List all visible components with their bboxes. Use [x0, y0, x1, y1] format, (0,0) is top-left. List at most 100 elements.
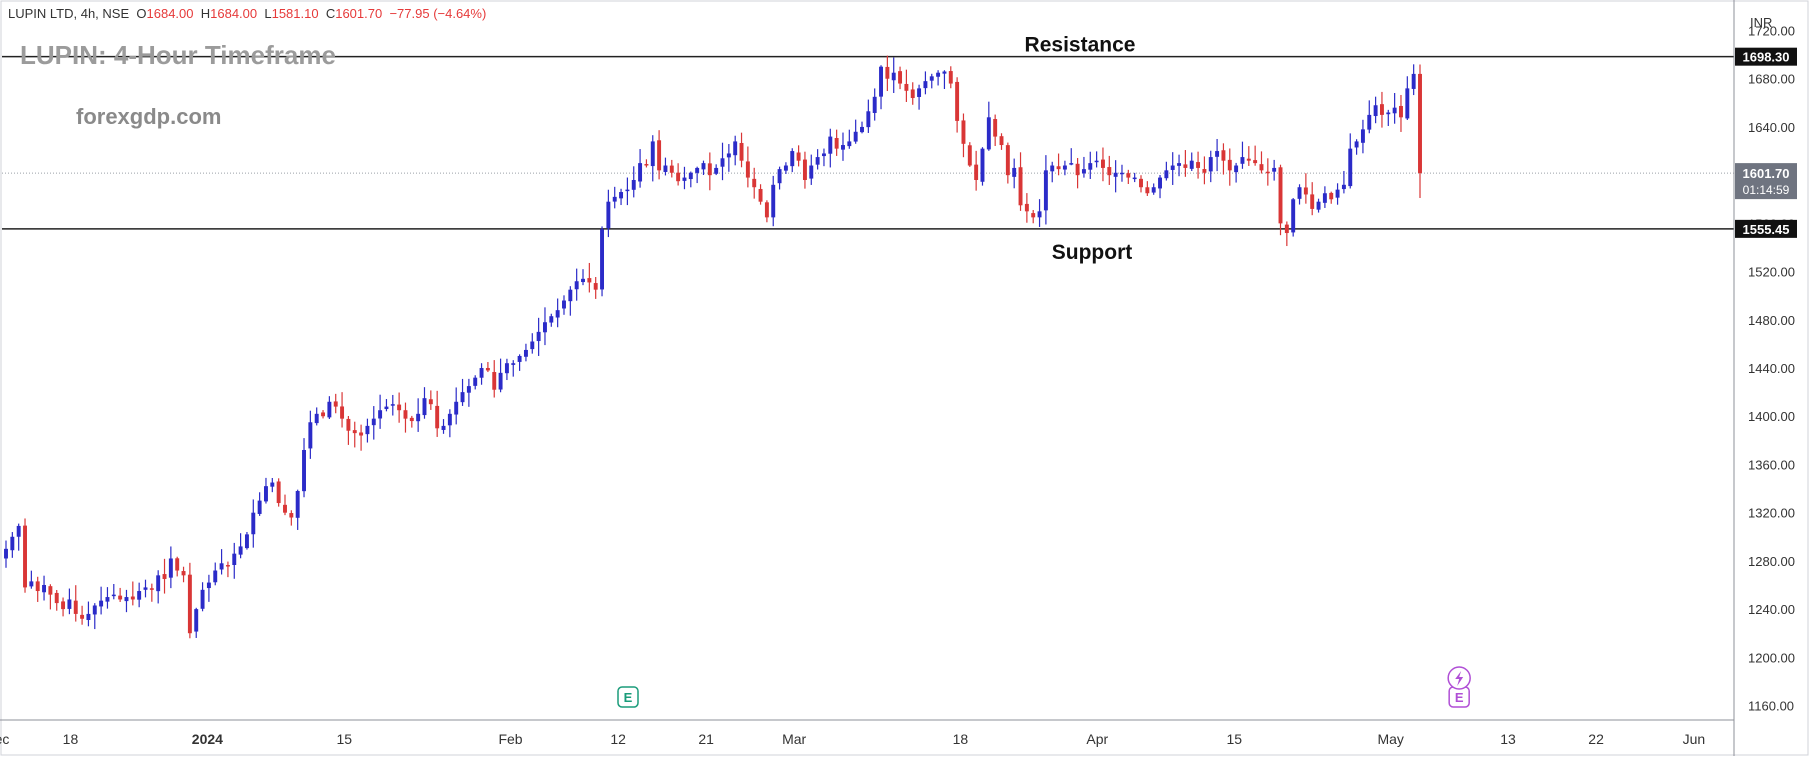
candle	[1018, 152, 1023, 211]
earnings-marker[interactable]: E	[617, 686, 639, 708]
candle	[276, 478, 281, 507]
candle	[168, 546, 173, 589]
candle	[162, 558, 167, 594]
candle-body	[244, 534, 249, 549]
candle-body	[581, 278, 585, 283]
candle-body	[232, 553, 237, 565]
y-tick-label: 1200.00	[1748, 650, 1795, 665]
candle-body	[111, 594, 116, 597]
candle-body	[720, 158, 725, 167]
candle	[156, 570, 161, 604]
candle	[986, 101, 991, 151]
candle	[435, 390, 440, 437]
candle-body	[213, 570, 218, 583]
candle	[10, 532, 15, 558]
candle-body	[929, 76, 934, 81]
candle	[460, 378, 465, 406]
candle	[707, 152, 712, 191]
candle	[1373, 96, 1378, 124]
candle	[124, 589, 129, 613]
candle-body	[504, 363, 509, 374]
candle	[283, 494, 287, 516]
candle-body	[802, 159, 807, 180]
candle	[232, 542, 237, 579]
candle	[16, 523, 21, 551]
candle	[1120, 164, 1124, 182]
candle-body	[327, 401, 332, 418]
candle-body	[948, 71, 953, 84]
candle	[885, 55, 890, 92]
candle-body	[1043, 170, 1048, 211]
candle	[1411, 64, 1416, 96]
candle-body	[967, 145, 972, 166]
candle-body	[1107, 167, 1112, 176]
candle-body	[669, 165, 674, 173]
candle-body	[688, 172, 693, 180]
earnings-marker[interactable]: E	[1448, 686, 1470, 708]
x-tick-label: 2024	[192, 731, 223, 747]
candle	[1367, 100, 1372, 134]
candle-body	[1234, 165, 1239, 173]
candle	[853, 119, 858, 144]
candle	[669, 159, 674, 178]
candle	[777, 166, 782, 190]
candle-body	[891, 72, 896, 81]
candle-body	[606, 201, 611, 229]
candle-body	[1170, 165, 1175, 170]
candle-body	[1126, 173, 1131, 178]
candle-body	[1399, 105, 1403, 118]
candle-body	[1316, 201, 1321, 210]
candle	[1354, 139, 1359, 155]
candle	[130, 581, 135, 606]
candle	[295, 489, 300, 530]
candle	[1126, 169, 1131, 184]
candle	[416, 398, 421, 432]
candle	[1303, 173, 1308, 204]
candle	[504, 358, 509, 381]
candle	[397, 392, 402, 423]
candle-body	[1360, 129, 1365, 143]
candle-body	[1310, 194, 1315, 209]
candle	[111, 583, 116, 600]
y-tick-label: 1520.00	[1748, 265, 1795, 280]
candle	[828, 128, 833, 168]
candle-body	[1265, 171, 1270, 174]
candle-body	[828, 136, 833, 154]
candle	[543, 307, 547, 346]
candle	[917, 84, 922, 110]
candle	[555, 298, 560, 328]
candle	[1240, 141, 1245, 169]
candle	[619, 188, 624, 206]
candle-body	[321, 412, 326, 417]
candle	[42, 575, 47, 601]
candle	[834, 129, 839, 156]
candle	[879, 65, 883, 110]
candle-body	[428, 399, 433, 405]
candle-body	[904, 83, 909, 91]
candle-body	[663, 165, 668, 172]
candle-body	[1272, 167, 1277, 172]
y-tick-label: 1640.00	[1748, 120, 1795, 135]
candle-body	[714, 167, 719, 174]
candle	[175, 556, 180, 577]
candle-body	[1386, 112, 1391, 115]
candle-body	[466, 386, 471, 393]
candle-body	[771, 184, 776, 218]
candle-body	[86, 613, 91, 621]
candle	[1322, 186, 1327, 208]
candle	[752, 167, 757, 199]
candle	[993, 114, 998, 146]
candle	[638, 149, 643, 188]
candle-body	[80, 614, 85, 619]
candle	[720, 142, 725, 181]
candle	[492, 360, 497, 398]
x-tick-label: 18	[953, 731, 969, 747]
candle	[479, 363, 484, 385]
candle-body	[403, 410, 408, 419]
candle	[974, 150, 979, 191]
candle	[841, 132, 845, 161]
candle-body	[600, 229, 605, 290]
candle	[758, 184, 763, 205]
